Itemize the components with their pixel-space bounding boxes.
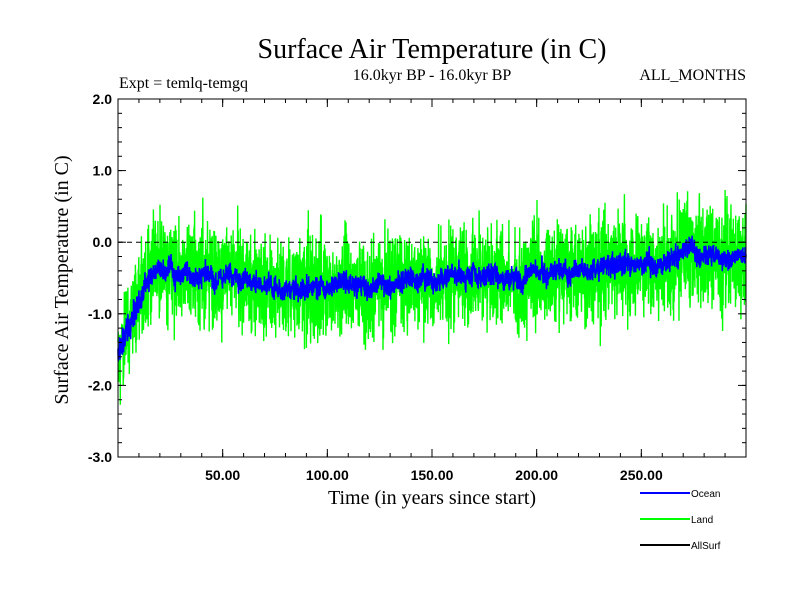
legend-label-allsurf: AllSurf bbox=[691, 541, 721, 552]
legend-label-land: Land bbox=[691, 515, 713, 526]
x-tick-label: 150.00 bbox=[411, 467, 454, 483]
x-axis-label: Time (in years since start) bbox=[328, 487, 536, 509]
x-tick-label: 250.00 bbox=[620, 467, 663, 483]
series-land bbox=[117, 189, 747, 405]
legend-label-ocean: Ocean bbox=[691, 489, 720, 500]
subtitle-left: Expt = temlq-temgq bbox=[119, 75, 248, 92]
series-ocean bbox=[117, 235, 747, 362]
y-tick-label: 0.0 bbox=[93, 234, 113, 250]
y-axis-label: Surface Air Temperature (in C) bbox=[51, 155, 73, 404]
chart-title: Surface Air Temperature (in C) bbox=[258, 34, 607, 65]
y-tick-label: 2.0 bbox=[93, 91, 113, 107]
plot-area: 2.0 1.0 0.0 -1.0 -2.0 -3.0 50.00 100.00 150.00 2… bbox=[88, 91, 747, 483]
y-tick-label: -2.0 bbox=[88, 377, 112, 393]
subtitle-center: 16.0kyr BP - 16.0kyr BP bbox=[353, 67, 512, 84]
x-axis: 50.00 100.00 150.00 200.00 250.00 bbox=[138, 99, 726, 483]
y-axis: 2.0 1.0 0.0 -1.0 -2.0 -3.0 bbox=[88, 91, 746, 465]
y-tick-label: 1.0 bbox=[93, 163, 113, 179]
legend: Ocean Land AllSurf bbox=[640, 489, 721, 552]
x-tick-label: 50.00 bbox=[205, 467, 240, 483]
y-tick-label: -3.0 bbox=[88, 449, 112, 465]
x-tick-label: 100.00 bbox=[306, 467, 349, 483]
y-tick-label: -1.0 bbox=[88, 306, 112, 322]
x-tick-label: 200.00 bbox=[515, 467, 558, 483]
land-line bbox=[117, 189, 747, 405]
subtitle-right: ALL_MONTHS bbox=[639, 67, 746, 84]
ocean-line bbox=[117, 235, 747, 362]
